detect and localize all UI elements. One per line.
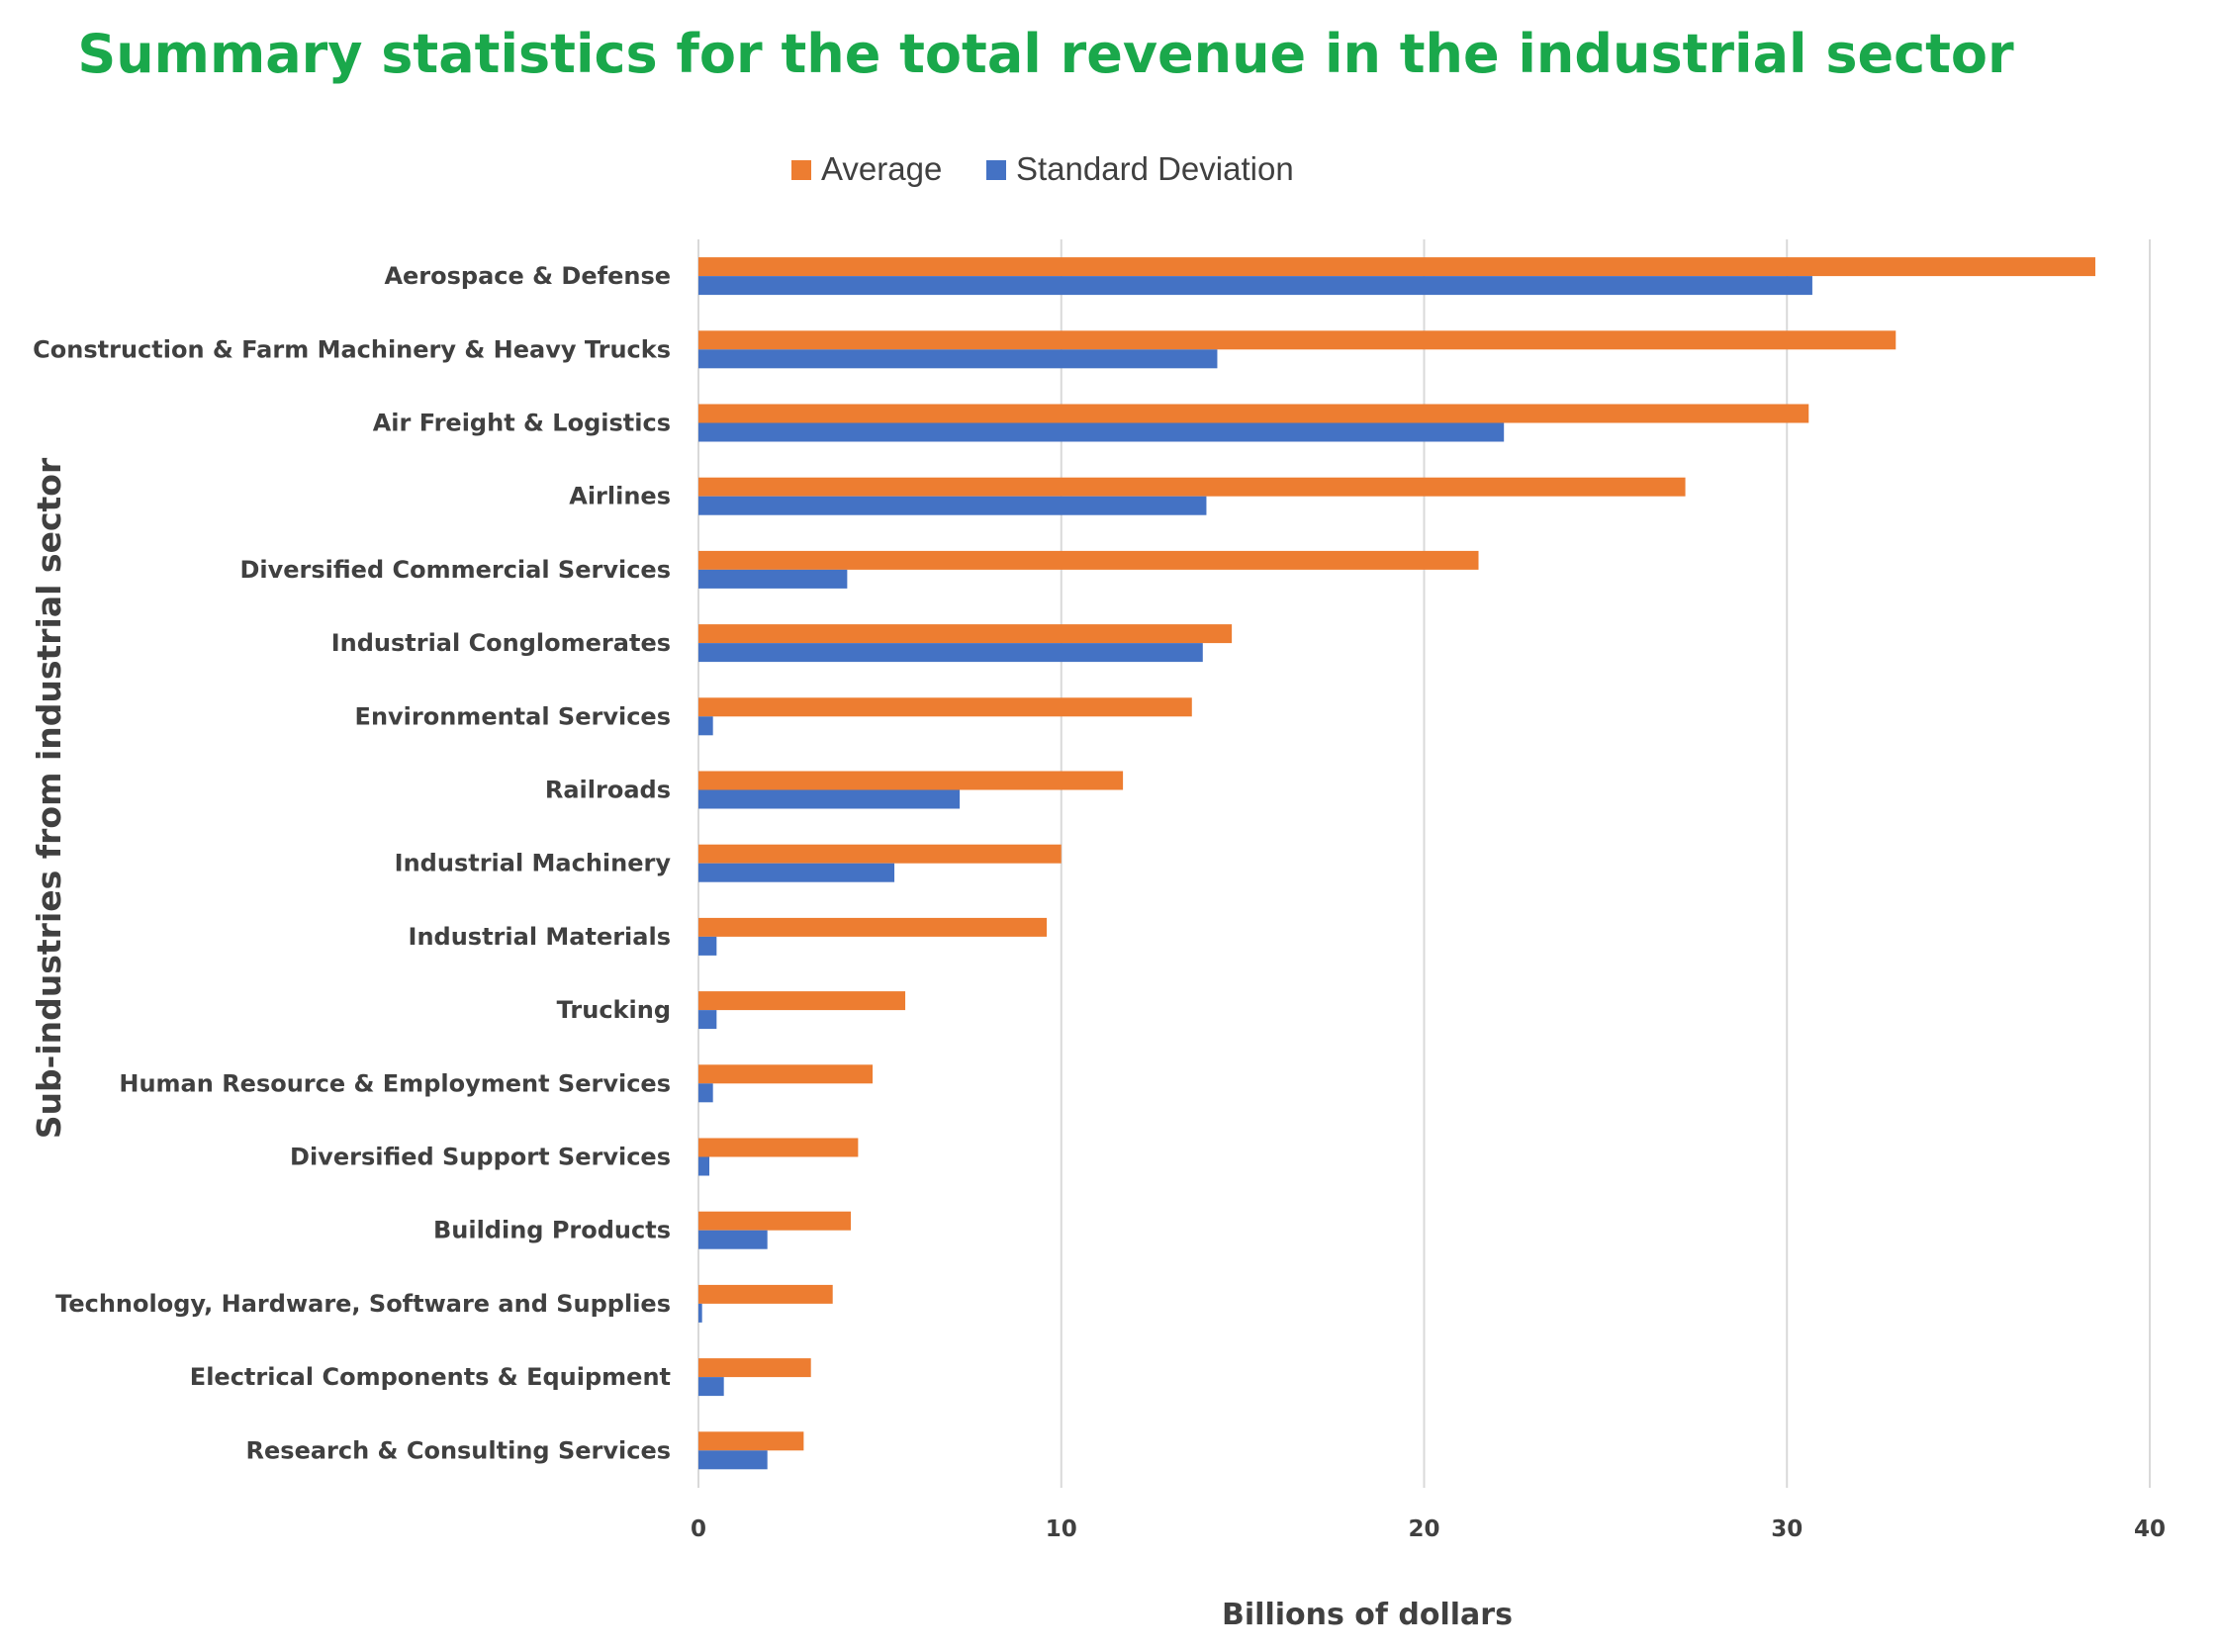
bars bbox=[698, 257, 2095, 1470]
bar-average bbox=[698, 1431, 804, 1451]
category-label: Industrial Materials bbox=[409, 923, 671, 951]
category-label: Diversified Commercial Services bbox=[239, 556, 671, 584]
x-tick-label: 0 bbox=[691, 1516, 706, 1542]
x-tick-label: 10 bbox=[1046, 1516, 1077, 1542]
bar-average bbox=[698, 844, 1062, 864]
chart-title: Summary statistics for the total revenue… bbox=[77, 23, 2014, 85]
category-label: Human Resource & Employment Services bbox=[119, 1069, 671, 1097]
bar-std-dev bbox=[698, 349, 1218, 369]
bar-std-dev bbox=[698, 569, 848, 589]
bar-average bbox=[698, 477, 1686, 497]
bar-std-dev bbox=[698, 276, 1812, 296]
bar-std-dev bbox=[698, 863, 895, 882]
category-label: Electrical Components & Equipment bbox=[190, 1363, 671, 1391]
bar-std-dev bbox=[698, 496, 1207, 515]
x-tick-label: 40 bbox=[2134, 1516, 2166, 1542]
bar-average bbox=[698, 1358, 811, 1378]
category-label: Diversified Support Services bbox=[290, 1144, 671, 1171]
category-labels: Aerospace & Defense Construction & Farm M… bbox=[33, 262, 671, 1464]
category-label: Construction & Farm Machinery & Heavy Tr… bbox=[33, 335, 671, 363]
category-label: Air Freight & Logistics bbox=[373, 410, 671, 437]
bar-std-dev bbox=[698, 1303, 702, 1323]
legend: Average Standard Deviation bbox=[791, 150, 1294, 187]
category-label: Airlines bbox=[569, 483, 671, 510]
bar-average bbox=[698, 771, 1124, 790]
category-label: Environmental Services bbox=[355, 702, 671, 730]
category-label: Building Products bbox=[433, 1217, 671, 1244]
category-label: Aerospace & Defense bbox=[384, 262, 671, 290]
x-axis-title: Billions of dollars bbox=[1222, 1598, 1513, 1632]
bar-average bbox=[698, 330, 1896, 350]
bar-average bbox=[698, 1138, 859, 1157]
bar-average bbox=[698, 991, 906, 1011]
category-label: Industrial Machinery bbox=[395, 850, 672, 877]
bar-average bbox=[698, 697, 1192, 717]
bar-std-dev bbox=[698, 1377, 724, 1397]
category-label: Railroads bbox=[545, 777, 671, 804]
category-label: Industrial Conglomerates bbox=[331, 629, 671, 657]
gridlines bbox=[697, 239, 2151, 1488]
bar-average bbox=[698, 550, 1479, 570]
bar-average bbox=[698, 917, 1048, 937]
bar-average bbox=[698, 1284, 833, 1304]
bar-std-dev bbox=[698, 643, 1203, 663]
bar-std-dev bbox=[698, 936, 717, 956]
legend-swatch-std bbox=[986, 160, 1006, 180]
bar-average bbox=[698, 1211, 852, 1231]
category-label: Trucking bbox=[557, 996, 671, 1024]
category-label: Research & Consulting Services bbox=[246, 1436, 671, 1464]
x-tick-label: 20 bbox=[1408, 1516, 1439, 1542]
bar-average bbox=[698, 624, 1233, 644]
bar-std-dev bbox=[698, 422, 1505, 442]
bar-average bbox=[698, 404, 1809, 423]
bar-average bbox=[698, 1064, 874, 1084]
bar-average bbox=[698, 257, 2095, 277]
bar-std-dev bbox=[698, 1450, 768, 1470]
bar-std-dev bbox=[698, 1156, 710, 1176]
bar-std-dev bbox=[698, 1083, 713, 1103]
bar-std-dev bbox=[698, 1230, 768, 1249]
category-label: Technology, Hardware, Software and Suppl… bbox=[55, 1290, 671, 1318]
bar-std-dev bbox=[698, 1010, 717, 1030]
legend-label-average: Average bbox=[821, 150, 942, 187]
x-tick-labels: 0 10 20 30 40 bbox=[691, 1516, 2166, 1542]
bar-std-dev bbox=[698, 716, 713, 736]
legend-swatch-average bbox=[791, 160, 811, 180]
y-axis-title: Sub-industries from industrial sector bbox=[30, 457, 68, 1139]
bar-std-dev bbox=[698, 789, 961, 809]
legend-label-std: Standard Deviation bbox=[1016, 150, 1294, 187]
x-tick-label: 30 bbox=[1771, 1516, 1803, 1542]
